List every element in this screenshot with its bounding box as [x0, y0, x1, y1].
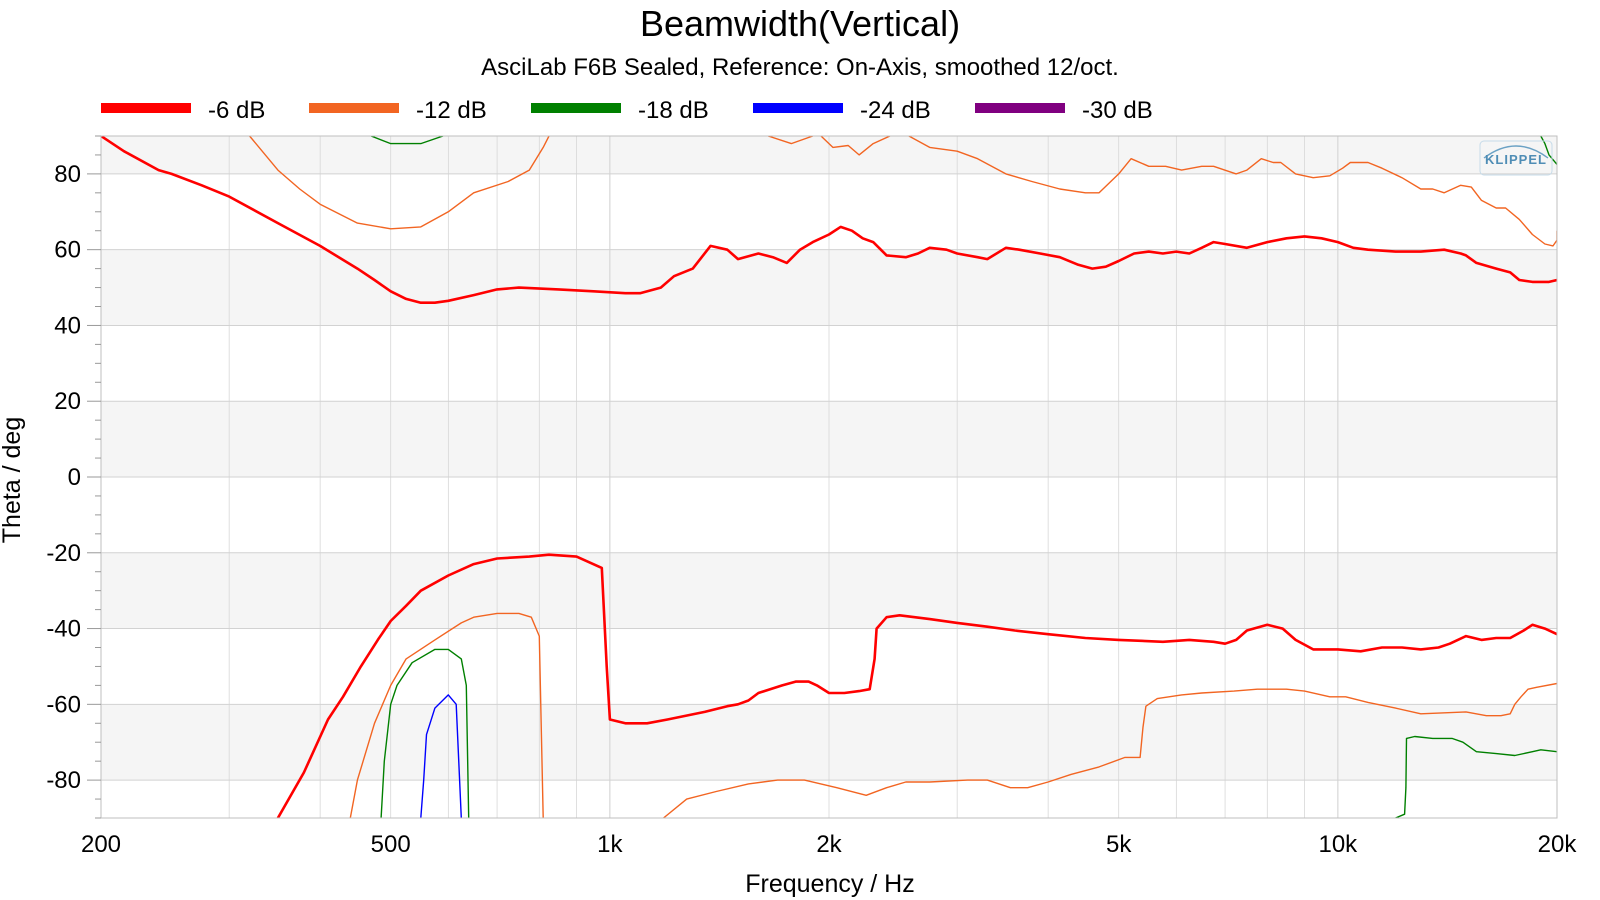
legend-swatch: [531, 103, 621, 113]
x-tick-label: 200: [81, 831, 121, 858]
y-tick-label: 80: [54, 161, 81, 188]
series-line-minus18db-0: [370, 136, 444, 145]
watermark: KLIPPEL: [1485, 152, 1547, 167]
x-tick-label: 10k: [1318, 831, 1358, 858]
y-tick-label: -20: [46, 540, 81, 567]
series-line-minus12db-5: [663, 682, 1557, 818]
y-tick-label: -60: [46, 691, 81, 718]
legend-label: -12 dB: [416, 97, 487, 124]
series-line-minus24db-1: [1565, 767, 1600, 818]
legend-swatch: [975, 103, 1065, 113]
series-line-minus6db-0: [101, 136, 1557, 304]
y-tick-label: 40: [54, 312, 81, 339]
x-tick-label: 500: [371, 831, 411, 858]
legend-swatch: [101, 103, 191, 113]
series-line-minus18db-2: [380, 648, 470, 818]
series-line-minus12db-2: [820, 136, 891, 156]
series-line-minus12db-1: [767, 136, 814, 145]
x-axis-label: Frequency / Hz: [745, 870, 915, 898]
x-tick-label: 20k: [1538, 831, 1578, 858]
x-tick-label: 5k: [1106, 831, 1132, 858]
series-layer: [101, 136, 1600, 818]
legend-label: -6 dB: [208, 97, 265, 124]
chart-title: Beamwidth(Vertical): [640, 3, 960, 44]
legend: -6 dB -12 dB -18 dB -24 dB -30 dB: [101, 97, 1153, 124]
legend-label: -30 dB: [1082, 97, 1153, 124]
series-line-minus30db-0: [1586, 807, 1600, 818]
series-line-minus6db-1: [276, 553, 1557, 818]
series-line-minus12db-3: [908, 136, 1557, 247]
legend-label: -24 dB: [860, 97, 931, 124]
series-line-minus12db-4: [349, 612, 544, 818]
y-tick-label: 0: [68, 464, 81, 491]
legend-swatch: [309, 103, 399, 113]
klippel-logo: KLIPPEL: [1479, 140, 1553, 176]
y-tick-label: -40: [46, 616, 81, 643]
y-tick-label: 20: [54, 388, 81, 415]
y-axis-label: Theta / deg: [0, 417, 26, 543]
series-line-minus12db-0: [249, 136, 550, 230]
y-tick-label: 60: [54, 237, 81, 264]
y-tick-label: -80: [46, 767, 81, 794]
legend-label: -18 dB: [638, 97, 709, 124]
series-line-minus24db-0: [420, 694, 462, 818]
grid: [100, 136, 1558, 818]
chart-subtitle: AsciLab F6B Sealed, Reference: On-Axis, …: [481, 54, 1119, 81]
x-tick-label: 2k: [816, 831, 842, 858]
x-tick-label: 1k: [597, 831, 623, 858]
legend-swatch: [753, 103, 843, 113]
series-line-minus18db-3: [1395, 735, 1557, 818]
